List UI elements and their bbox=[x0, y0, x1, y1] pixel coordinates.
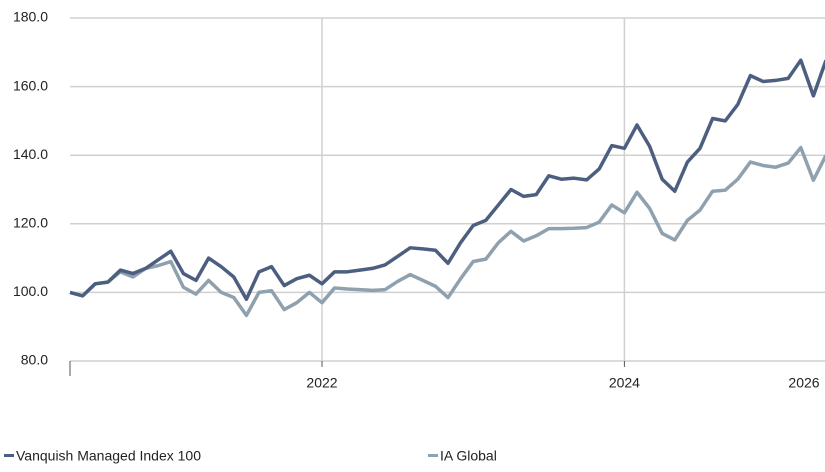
y-tick-label: 120.0 bbox=[13, 215, 48, 231]
x-tick-label: 2022 bbox=[306, 375, 337, 391]
y-tick-label: 80.0 bbox=[21, 352, 48, 368]
y-tick-label: 140.0 bbox=[13, 146, 48, 162]
series-line bbox=[69, 58, 825, 302]
legend-swatch bbox=[428, 454, 438, 457]
y-tick-label: 180.0 bbox=[13, 9, 48, 25]
legend-swatch bbox=[4, 454, 14, 457]
y-tick-label: 100.0 bbox=[13, 283, 48, 299]
x-tick-label: 2024 bbox=[609, 375, 640, 391]
legend-label: IA Global bbox=[440, 448, 497, 464]
y-tick-label: 160.0 bbox=[13, 77, 48, 93]
series-line bbox=[69, 145, 825, 318]
legend-label: Vanquish Managed Index 100 bbox=[16, 448, 201, 464]
x-tick-label: 2026 bbox=[788, 375, 819, 391]
